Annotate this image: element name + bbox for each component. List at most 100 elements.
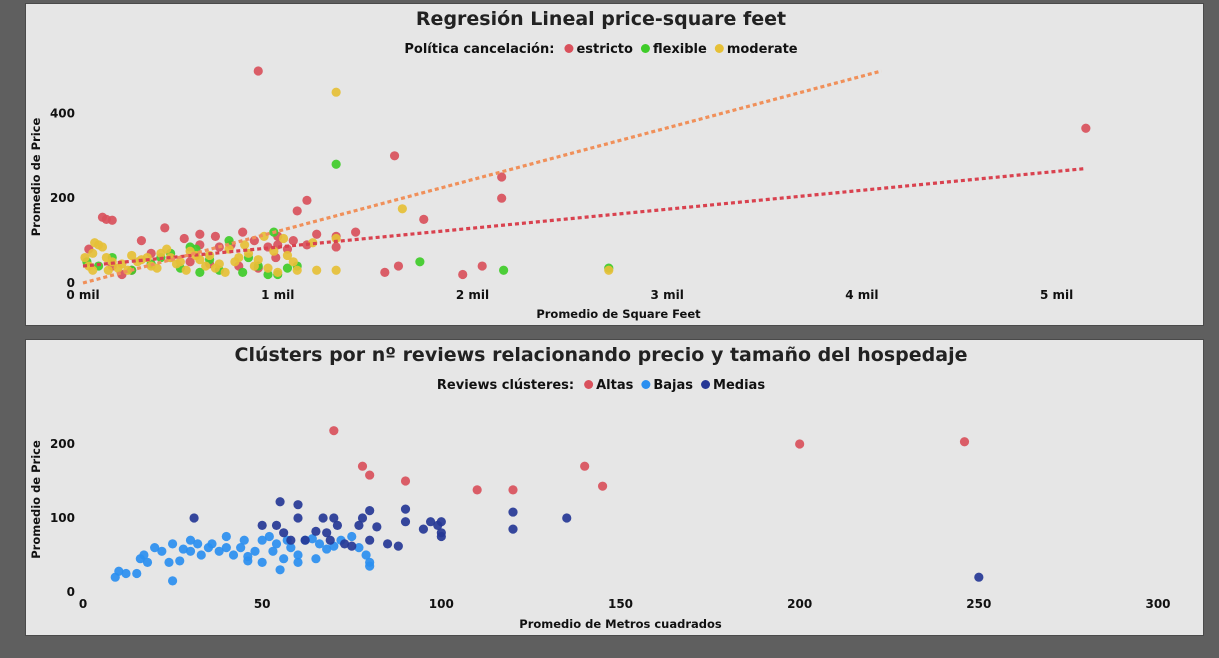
data-point[interactable] — [293, 550, 303, 560]
data-point[interactable] — [179, 233, 189, 244]
data-point[interactable] — [312, 265, 322, 275]
data-point[interactable] — [157, 546, 167, 556]
data-point[interactable] — [278, 233, 289, 244]
data-point[interactable] — [562, 513, 572, 523]
data-point[interactable] — [221, 531, 231, 542]
data-point[interactable] — [195, 229, 205, 239]
data-point[interactable] — [508, 524, 518, 534]
data-point[interactable] — [264, 531, 274, 542]
data-point[interactable] — [228, 550, 239, 560]
data-point[interactable] — [152, 263, 162, 273]
data-point[interactable] — [499, 265, 509, 275]
data-point[interactable] — [795, 439, 805, 449]
data-point[interactable] — [293, 557, 303, 567]
data-point[interactable] — [282, 263, 293, 273]
data-point[interactable] — [318, 513, 328, 523]
data-point[interactable] — [339, 539, 350, 549]
data-point[interactable] — [508, 485, 518, 495]
legend-label-estricto[interactable]: estricto — [576, 42, 633, 57]
data-point[interactable] — [181, 265, 191, 275]
legend-label-Bajas[interactable]: Bajas — [653, 378, 693, 393]
data-point[interactable] — [372, 522, 382, 532]
data-point[interactable] — [271, 539, 282, 549]
data-point[interactable] — [580, 461, 590, 471]
data-point[interactable] — [477, 261, 487, 271]
data-point[interactable] — [132, 568, 142, 579]
data-point[interactable] — [142, 557, 153, 567]
data-point[interactable] — [80, 252, 90, 263]
data-point[interactable] — [263, 263, 273, 273]
data-point[interactable] — [354, 520, 364, 530]
legend-label-Medias[interactable]: Medias — [713, 378, 765, 393]
data-point[interactable] — [136, 236, 147, 246]
data-point[interactable] — [307, 534, 317, 544]
data-point[interactable] — [393, 541, 403, 551]
data-point[interactable] — [275, 497, 285, 507]
data-point[interactable] — [436, 517, 446, 527]
data-point[interactable] — [974, 572, 984, 582]
data-point[interactable] — [1081, 123, 1091, 133]
data-point[interactable] — [400, 517, 411, 527]
data-point[interactable] — [311, 526, 321, 536]
data-point[interactable] — [332, 520, 343, 530]
legend-label-Altas[interactable]: Altas — [596, 378, 634, 393]
data-point[interactable] — [292, 265, 302, 275]
data-point[interactable] — [250, 546, 260, 556]
data-point[interactable] — [275, 565, 285, 575]
data-point[interactable] — [293, 513, 303, 523]
data-point[interactable] — [508, 507, 518, 517]
data-point[interactable] — [268, 546, 278, 556]
data-point[interactable] — [497, 172, 507, 182]
data-point[interactable] — [114, 566, 124, 576]
data-point[interactable] — [253, 66, 263, 76]
data-point[interactable] — [162, 244, 172, 254]
data-point[interactable] — [230, 257, 240, 267]
data-point[interactable] — [357, 513, 368, 523]
data-point[interactable] — [243, 556, 253, 566]
data-point[interactable] — [257, 557, 267, 567]
data-point[interactable] — [288, 236, 298, 246]
data-point[interactable] — [325, 535, 335, 545]
data-point[interactable] — [113, 263, 123, 273]
data-point[interactable] — [189, 513, 199, 523]
data-point[interactable] — [331, 242, 341, 252]
data-point[interactable] — [263, 269, 273, 280]
data-point[interactable] — [425, 517, 436, 527]
data-point[interactable] — [249, 261, 259, 271]
data-point[interactable] — [415, 257, 425, 267]
data-point[interactable] — [361, 550, 371, 560]
data-point[interactable] — [224, 236, 234, 246]
data-point[interactable] — [312, 229, 322, 239]
data-point[interactable] — [90, 238, 100, 248]
data-point[interactable] — [273, 267, 283, 277]
data-point[interactable] — [193, 539, 203, 549]
data-point[interactable] — [347, 541, 357, 551]
data-point[interactable] — [249, 236, 259, 246]
data-point[interactable] — [365, 506, 375, 516]
data-point[interactable] — [365, 561, 375, 571]
data-point[interactable] — [329, 426, 339, 436]
data-point[interactable] — [293, 500, 303, 510]
data-point[interactable] — [257, 535, 267, 545]
data-point[interactable] — [221, 543, 231, 553]
data-point[interactable] — [185, 546, 196, 556]
data-point[interactable] — [311, 554, 321, 564]
data-point[interactable] — [185, 535, 196, 545]
data-point[interactable] — [271, 520, 282, 530]
data-point[interactable] — [382, 539, 393, 549]
data-point[interactable] — [300, 535, 310, 545]
data-point[interactable] — [238, 227, 248, 237]
data-point[interactable] — [331, 87, 341, 97]
data-point[interactable] — [436, 531, 446, 542]
data-point[interactable] — [365, 470, 375, 480]
legend-label-moderate[interactable]: moderate — [727, 42, 798, 57]
data-point[interactable] — [88, 265, 98, 275]
data-point[interactable] — [322, 528, 332, 538]
data-point[interactable] — [121, 568, 131, 579]
data-point[interactable] — [210, 263, 221, 273]
data-point[interactable] — [597, 481, 608, 491]
data-point[interactable] — [282, 250, 293, 261]
data-point[interactable] — [959, 437, 970, 447]
data-point[interactable] — [458, 269, 468, 280]
data-point[interactable] — [354, 543, 364, 553]
